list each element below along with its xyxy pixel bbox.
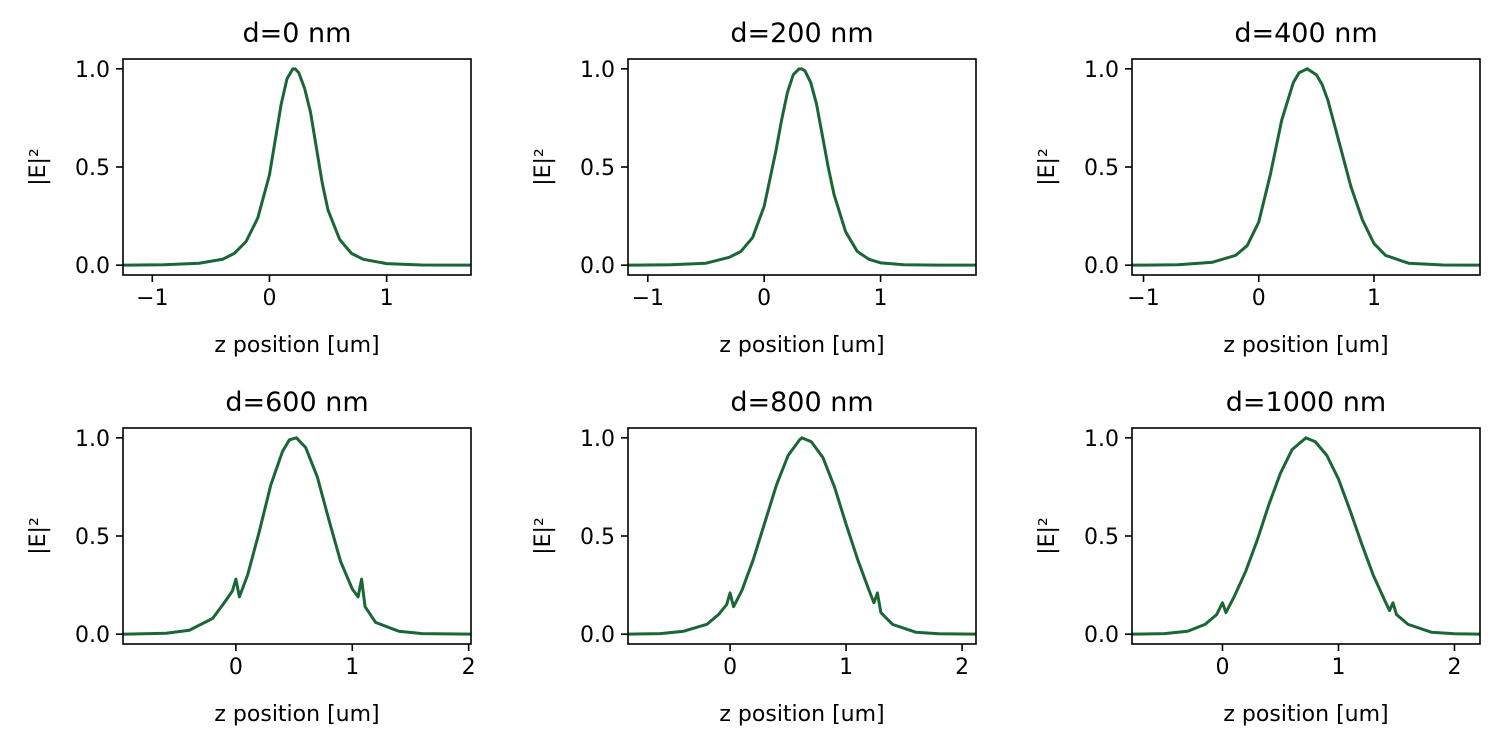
- x-tick-label: −1: [136, 286, 168, 311]
- x-tick-label: 2: [1447, 655, 1461, 680]
- data-line: [123, 67, 471, 267]
- y-tick-label: 0.0: [75, 623, 110, 648]
- y-tick-label: 0.0: [580, 623, 615, 648]
- data-line: [1132, 67, 1480, 267]
- x-tick-label: 0: [1215, 655, 1229, 680]
- x-tick-label: 0: [723, 655, 737, 680]
- y-tick-label: 0.0: [580, 254, 615, 279]
- axes-frame: [122, 58, 472, 276]
- x-tick-label: 1: [1331, 655, 1345, 680]
- x-tick-label: 0: [229, 655, 243, 680]
- x-tick-label: −1: [1127, 286, 1159, 311]
- y-tick-label: 1.0: [580, 427, 615, 452]
- x-tick-label: 1: [1367, 286, 1381, 311]
- y-tick-label: 1.0: [75, 427, 110, 452]
- x-axis-label: z position [um]: [1223, 333, 1388, 358]
- y-tick-label: 1.0: [1084, 427, 1119, 452]
- x-tick-label: 1: [874, 286, 888, 311]
- subplot-5: d=800 nm 0 1 2 0.0 0.5 1.0 z position [um] |E|²: [531, 387, 977, 727]
- y-axis-label: |E|²: [531, 148, 556, 186]
- subplot-2: d=200 nm −1 0 1 0.0 0.5 1.0 z position [um] |E|²: [531, 18, 977, 358]
- x-axis-label: z position [um]: [214, 333, 379, 358]
- y-tick-label: 1.0: [1084, 58, 1119, 83]
- y-axis-label: |E|²: [26, 148, 51, 186]
- y-tick-label: 0.5: [75, 525, 110, 550]
- data-line: [1132, 436, 1480, 636]
- x-tick-label: 1: [380, 286, 394, 311]
- subplot-title: d=0 nm: [243, 18, 352, 49]
- y-tick-label: 0.5: [1084, 525, 1119, 550]
- subplot-title: d=600 nm: [225, 387, 368, 418]
- subplot-title: d=200 nm: [730, 18, 873, 49]
- x-axis-label: z position [um]: [1223, 702, 1388, 727]
- data-line: [123, 436, 471, 636]
- subplot-1: d=0 nm −1 0 1 0.0 0.5 1.0 z position [um] |E|²: [26, 18, 472, 358]
- x-tick-label: −1: [632, 286, 664, 311]
- x-tick-label: 1: [345, 655, 359, 680]
- y-axis-label: |E|²: [531, 517, 556, 555]
- x-tick-label: 0: [757, 286, 771, 311]
- y-axis-label: |E|²: [26, 517, 51, 555]
- subplot-title: d=400 nm: [1234, 18, 1377, 49]
- y-tick-label: 0.0: [1084, 623, 1119, 648]
- x-tick-label: 0: [262, 286, 276, 311]
- x-tick-label: 2: [955, 655, 969, 680]
- subplot-3: d=400 nm −1 0 1 0.0 0.5 1.0 z position [um] |E|²: [1035, 18, 1481, 358]
- axes-frame: [122, 427, 472, 645]
- axes-frame: [1131, 427, 1481, 645]
- x-axis-label: z position [um]: [214, 702, 379, 727]
- axes-frame: [627, 427, 977, 645]
- x-tick-label: 1: [839, 655, 853, 680]
- y-tick-label: 0.5: [580, 156, 615, 181]
- subplot-6: d=1000 nm 0 1 2 0.0 0.5 1.0 z position [um] |E|²: [1035, 387, 1481, 727]
- y-tick-label: 0.0: [1084, 254, 1119, 279]
- x-tick-label: 2: [462, 655, 476, 680]
- x-axis-label: z position [um]: [719, 333, 884, 358]
- y-tick-label: 0.5: [1084, 156, 1119, 181]
- data-line: [628, 436, 976, 636]
- axes-frame: [1131, 58, 1481, 276]
- subplot-4: d=600 nm 0 1 2 0.0 0.5 1.0 z position [um] |E|²: [26, 387, 476, 727]
- y-tick-label: 1.0: [580, 58, 615, 83]
- y-tick-label: 0.5: [580, 525, 615, 550]
- axes-frame: [627, 58, 977, 276]
- subplot-title: d=1000 nm: [1226, 387, 1386, 418]
- subplot-title: d=800 nm: [730, 387, 873, 418]
- y-tick-label: 0.5: [75, 156, 110, 181]
- y-tick-label: 0.0: [75, 254, 110, 279]
- y-axis-label: |E|²: [1035, 517, 1060, 555]
- y-tick-label: 1.0: [75, 58, 110, 83]
- y-axis-label: |E|²: [1035, 148, 1060, 186]
- data-line: [628, 67, 976, 267]
- x-axis-label: z position [um]: [719, 702, 884, 727]
- x-tick-label: 0: [1252, 286, 1266, 311]
